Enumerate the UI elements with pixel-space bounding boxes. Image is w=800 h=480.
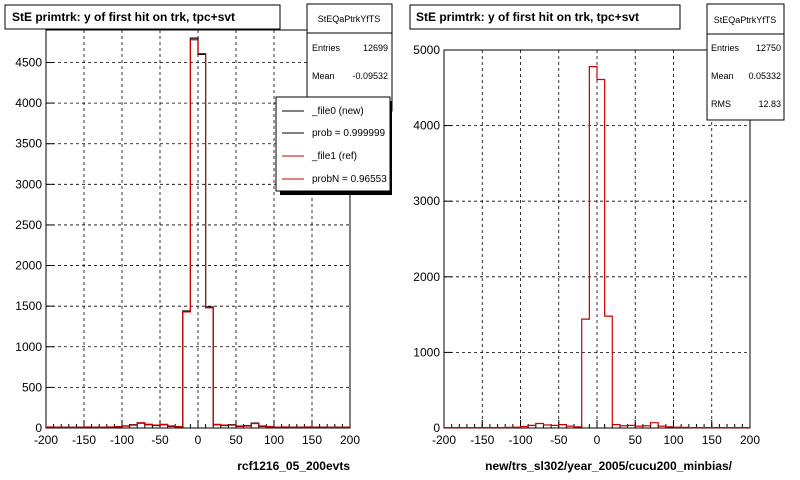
left-x-tick-label: -50 — [151, 433, 169, 447]
left-series — [45, 37, 351, 428]
left-x-tick-label: 200 — [340, 433, 360, 447]
right-x-tick-label: 50 — [629, 433, 643, 447]
right-stats-box: StEQaPtrkYfTS Entries 12750 Mean 0.05332… — [706, 3, 785, 121]
right-x-tick-label: 0 — [594, 433, 601, 447]
right-x-tick-label: 150 — [702, 433, 722, 447]
legend-entry-prob: prob = 0.999999 — [312, 128, 386, 139]
left-y-tick-label: 3500 — [15, 137, 42, 151]
right-y-tick-label: 1000 — [413, 345, 440, 359]
left-series-1-outline — [45, 39, 351, 428]
right-stats-mean-label: Mean — [711, 71, 734, 81]
left-x-tick-label: 50 — [229, 433, 243, 447]
left-axis-ticks: -200 -150 -100 -50 0 50 100 150 2000500100015002… — [15, 55, 360, 447]
right-stats-entries-label: Entries — [711, 43, 740, 53]
left-grid — [46, 30, 350, 428]
right-series — [443, 66, 751, 429]
right-series-0-outline — [443, 66, 751, 429]
left-stats-mean-value: -0.09532 — [352, 71, 388, 81]
right-x-tick-label: -50 — [550, 433, 568, 447]
right-x-tick-label: -150 — [470, 433, 494, 447]
right-histogram: -200 -150 -100 -50 0 50 100 150 2000100020003000… — [409, 3, 785, 473]
left-x-tick-label: -200 — [34, 433, 58, 447]
right-x-tick-label: 100 — [663, 433, 683, 447]
left-x-tick-label: -150 — [72, 433, 96, 447]
right-y-tick-label: 5000 — [413, 43, 440, 57]
right-y-tick-label: 4000 — [413, 119, 440, 133]
left-y-tick-label: 4500 — [15, 55, 42, 69]
left-y-tick-label: 2000 — [15, 259, 42, 273]
right-x-tick-label: 200 — [740, 433, 760, 447]
right-y-tick-label: 0 — [433, 421, 440, 435]
left-stats-box: StEQaPtrkYfTS Entries 12699 Mean -0.0953… — [306, 3, 393, 112]
left-y-tick-label: 4000 — [15, 96, 42, 110]
right-x-axis-label: new/trs_sl302/year_2005/cucu200_minbias/ — [485, 459, 732, 473]
right-stats-rms-value: 12.83 — [758, 99, 781, 109]
left-stats-entries-value: 12699 — [363, 43, 388, 53]
left-stats-name: StEQaPtrkYfTS — [318, 14, 381, 24]
left-x-tick-label: 0 — [195, 433, 202, 447]
left-x-axis-label: rcf1216_05_200evts — [237, 459, 350, 473]
left-x-tick-label: -100 — [110, 433, 134, 447]
left-histogram: -200 -150 -100 -50 0 50 100 150 2000500100015002… — [4, 3, 393, 473]
left-y-tick-label: 1000 — [15, 340, 42, 354]
right-stats-mean-value: 0.05332 — [748, 71, 781, 81]
legend-entry-file0: _file0 (new) — [311, 106, 364, 117]
left-y-tick-label: 0 — [35, 421, 42, 435]
legend-entry-probN: probN = 0.96553 — [312, 174, 387, 185]
left-y-tick-label: 3000 — [15, 177, 42, 191]
left-y-tick-label: 1500 — [15, 299, 42, 313]
right-x-tick-label: -200 — [432, 433, 456, 447]
left-stats-mean-label: Mean — [312, 71, 335, 81]
left-y-tick-label: 500 — [22, 380, 42, 394]
left-title: StE primtrk: y of first hit on trk, tpc+… — [12, 10, 235, 24]
left-stats-entries-label: Entries — [312, 43, 341, 53]
right-y-tick-label: 3000 — [413, 194, 440, 208]
right-title: StE primtrk: y of first hit on trk, tpc+… — [416, 10, 639, 24]
right-stats-name: StEQaPtrkYfTS — [714, 15, 777, 25]
left-x-tick-label: 100 — [264, 433, 284, 447]
legend-entry-file1: _file1 (ref) — [311, 151, 357, 162]
left-legend: _file0 (new) prob = 0.999999 _file1 (ref… — [275, 96, 392, 195]
left-x-tick-label: 150 — [302, 433, 322, 447]
right-grid — [444, 50, 750, 428]
left-title-box — [4, 4, 281, 30]
right-title-box — [409, 4, 681, 30]
right-stats-rms-label: RMS — [711, 99, 731, 109]
left-y-tick-label: 2500 — [15, 218, 42, 232]
right-stats-entries-value: 12750 — [756, 43, 781, 53]
right-x-tick-label: -100 — [508, 433, 532, 447]
right-y-tick-label: 2000 — [413, 270, 440, 284]
